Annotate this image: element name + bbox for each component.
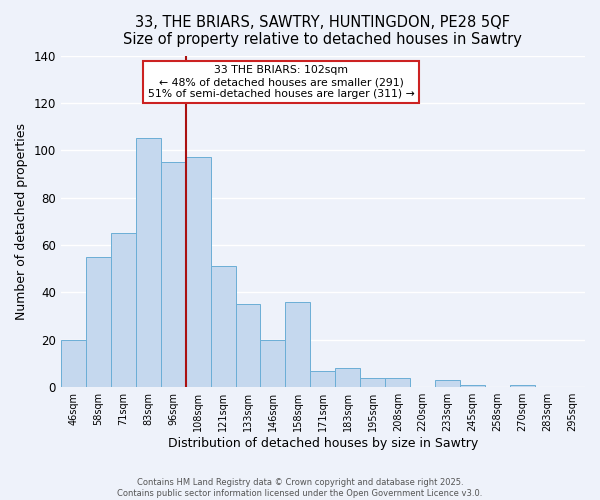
Bar [510, 385, 535, 387]
Bar [435, 380, 460, 387]
Bar [385, 378, 410, 387]
Bar [185, 158, 211, 387]
Y-axis label: Number of detached properties: Number of detached properties [15, 123, 28, 320]
X-axis label: Distribution of detached houses by size in Sawtry: Distribution of detached houses by size … [168, 437, 478, 450]
Bar [86, 257, 111, 387]
Bar [111, 233, 136, 387]
Bar [361, 378, 385, 387]
Bar [161, 162, 185, 387]
Text: 33 THE BRIARS: 102sqm
← 48% of detached houses are smaller (291)
51% of semi-det: 33 THE BRIARS: 102sqm ← 48% of detached … [148, 66, 415, 98]
Bar [236, 304, 260, 387]
Bar [286, 302, 310, 387]
Bar [211, 266, 236, 387]
Bar [460, 385, 485, 387]
Bar [260, 340, 286, 387]
Bar [310, 370, 335, 387]
Title: 33, THE BRIARS, SAWTRY, HUNTINGDON, PE28 5QF
Size of property relative to detach: 33, THE BRIARS, SAWTRY, HUNTINGDON, PE28… [124, 15, 523, 48]
Text: Contains HM Land Registry data © Crown copyright and database right 2025.
Contai: Contains HM Land Registry data © Crown c… [118, 478, 482, 498]
Bar [335, 368, 361, 387]
Bar [136, 138, 161, 387]
Bar [61, 340, 86, 387]
